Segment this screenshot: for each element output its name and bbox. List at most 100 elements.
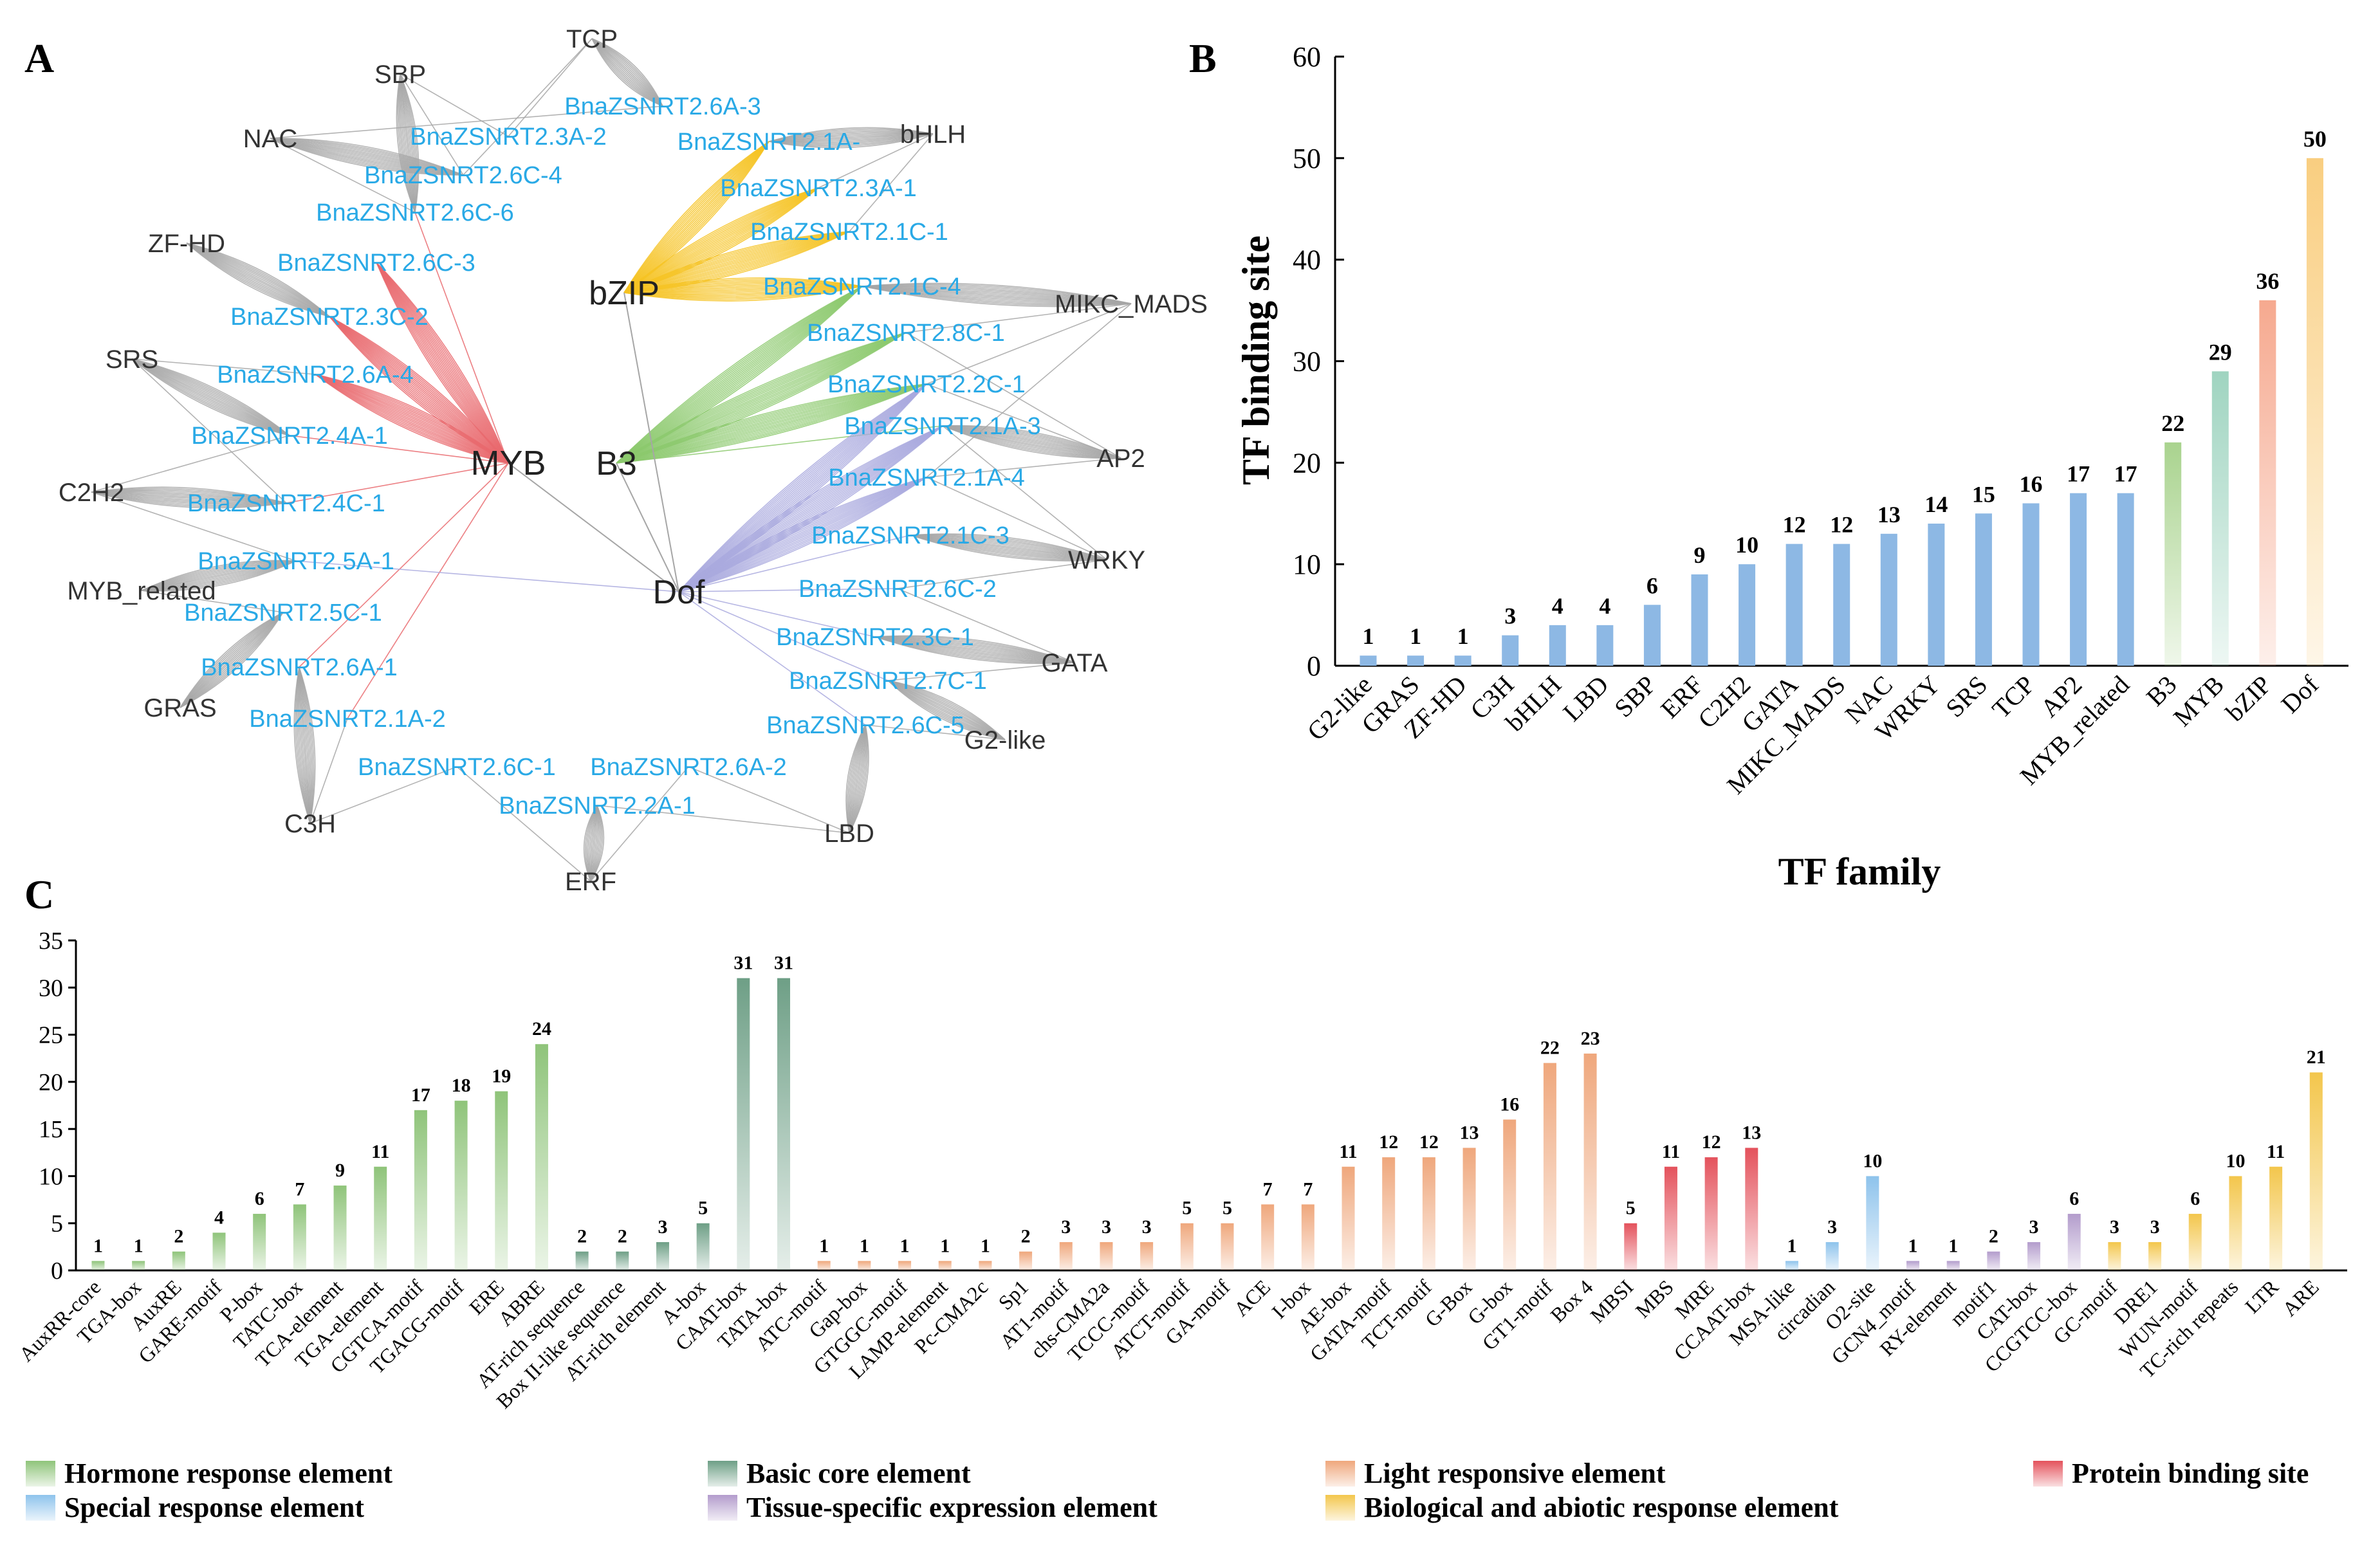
network-edge <box>887 680 1006 740</box>
b-bar <box>1880 533 1897 666</box>
c-bar <box>1503 1119 1517 1270</box>
c-bar <box>1261 1204 1275 1270</box>
legend-label: Hormone response element <box>64 1458 392 1489</box>
network-edge <box>186 243 330 317</box>
b-y-tick-label: 40 <box>1293 244 1321 276</box>
network-edge <box>91 491 287 509</box>
network-edge <box>623 286 863 293</box>
network-edge <box>376 262 509 464</box>
b-category-label: SBP <box>1609 670 1661 723</box>
network-edge <box>818 133 934 188</box>
network-edge <box>587 805 598 882</box>
tf-edge-NAC <box>270 138 464 176</box>
network-edge <box>678 477 927 592</box>
network-edge <box>623 286 863 295</box>
network-edge <box>910 535 1107 562</box>
network-edge <box>887 680 1006 740</box>
c-value-label: 31 <box>733 953 753 974</box>
network-edge <box>862 286 1132 305</box>
network-edge <box>887 680 1006 740</box>
network-edge <box>623 187 819 293</box>
network-edge <box>848 724 866 834</box>
tf-node-bhlh: bHLH <box>900 120 966 149</box>
c-value-label: 1 <box>93 1235 103 1256</box>
network-edge <box>315 374 509 464</box>
network-edge <box>926 303 1132 385</box>
c-bar <box>2108 1242 2121 1270</box>
network-edge <box>623 141 770 293</box>
network-edge <box>887 680 1006 740</box>
network-edge <box>623 286 863 293</box>
c-bar <box>1906 1261 1920 1270</box>
hub-edge-MYB <box>299 462 509 668</box>
network-edge <box>590 805 599 882</box>
network-edge <box>623 231 850 293</box>
c-value-label: 3 <box>2150 1216 2160 1238</box>
network-edge <box>768 133 934 143</box>
network-edge <box>131 358 290 436</box>
c-value-label: 3 <box>1102 1216 1111 1238</box>
network-edge <box>586 805 598 882</box>
c-bar <box>616 1251 629 1270</box>
network-edge <box>329 316 509 464</box>
network-edge <box>616 286 863 464</box>
network-edge <box>623 286 863 302</box>
network-edge <box>186 243 330 317</box>
c-bar <box>1987 1251 2000 1270</box>
c-bar <box>1382 1157 1396 1270</box>
tf-edge-MYB_related <box>141 560 297 592</box>
c-y-tick-label: 30 <box>39 975 63 1002</box>
gene-node: BnaZSNRT2.1A-4 <box>828 464 1025 491</box>
tf-edge-SBP <box>400 73 509 137</box>
tf-edge-GATA <box>897 588 1075 663</box>
network-edge <box>616 332 907 464</box>
legend-label: Tissue-specific expression element <box>746 1492 1158 1523</box>
gene-node: BnaZSNRT2.6A-3 <box>564 93 761 120</box>
network-edge <box>897 588 1075 663</box>
c-value-label: 1 <box>940 1235 950 1256</box>
network-edge <box>862 286 1132 304</box>
network-edge <box>299 666 311 824</box>
c-value-label: 1 <box>900 1235 910 1256</box>
b-bar <box>1549 625 1566 666</box>
network-edge <box>180 612 284 708</box>
network-edge <box>623 231 850 293</box>
hub-edge-MYB <box>289 435 509 464</box>
hub-node-b3: B3 <box>596 445 637 482</box>
network-edge <box>768 133 934 142</box>
gene-node: BnaZSNRT2.1A-2 <box>249 706 446 733</box>
network-edge <box>295 666 311 824</box>
network-edge <box>910 535 1107 560</box>
network-edge <box>180 612 284 708</box>
network-edge <box>591 38 663 107</box>
c-bar <box>1946 1261 1960 1270</box>
b-value-label: 6 <box>1647 572 1658 598</box>
c-bar <box>656 1242 669 1270</box>
network-edge <box>296 666 311 824</box>
network-edge <box>616 286 863 464</box>
c-bar <box>253 1214 266 1270</box>
network-edge <box>616 332 907 464</box>
network-edge <box>623 286 863 294</box>
tf-edge-ERF <box>590 766 689 882</box>
network-edge <box>186 243 330 317</box>
network-edge <box>141 590 284 613</box>
c-bar <box>938 1261 952 1270</box>
gene-node: BnaZSNRT2.6C-1 <box>358 754 556 781</box>
network-edge <box>849 724 869 834</box>
tf-node-ap2: AP2 <box>1096 444 1145 473</box>
b-value-label: 4 <box>1552 593 1564 619</box>
network-edge <box>315 374 509 464</box>
network-edge <box>768 133 934 142</box>
network-edge <box>596 805 850 834</box>
b-y-tick-label: 0 <box>1307 650 1321 682</box>
network-edge <box>186 243 330 317</box>
c-bar <box>91 1261 105 1270</box>
c-category-label: G-Box <box>1420 1275 1476 1331</box>
network-edge <box>591 38 663 107</box>
network-edge <box>298 666 311 824</box>
network-edge <box>400 73 416 213</box>
network-edge <box>456 766 591 882</box>
c-value-label: 3 <box>1142 1216 1152 1238</box>
b-value-label: 1 <box>1363 623 1374 649</box>
